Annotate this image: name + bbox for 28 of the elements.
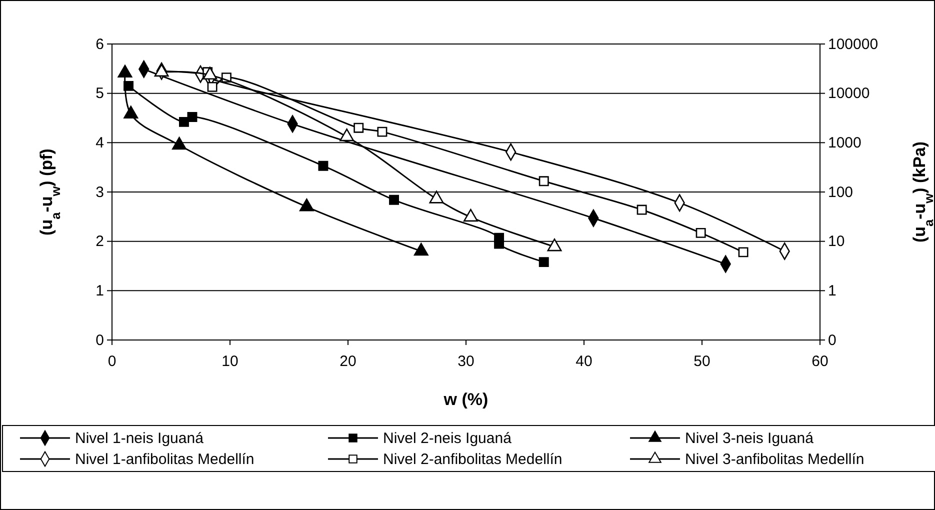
y-tick-label: 1 [96, 282, 104, 300]
y-tick-label: 2 [96, 233, 104, 250]
y2-tick-label: 1 [828, 282, 836, 300]
y2-tick-label: 100 [828, 184, 854, 201]
legend-label: Nivel 1-neis Iguaná [75, 430, 204, 447]
y2-tick-label: 0 [828, 332, 836, 349]
x-tick-label: 10 [222, 353, 238, 370]
x-tick-label: 40 [576, 353, 592, 370]
x-tick-label: 20 [340, 353, 356, 370]
x-tick-label: 50 [694, 353, 710, 370]
y2-tick-label: 100000 [828, 36, 878, 53]
x-axis-title: w (%) [442, 390, 488, 409]
y2-tick-label: 1000 [828, 134, 862, 152]
y-tick-label: 4 [96, 134, 104, 152]
y2-tick-label: 10 [828, 233, 845, 250]
x-tick-label: 60 [812, 353, 828, 370]
y-tick-label: 5 [96, 85, 104, 102]
y-tick-label: 6 [96, 36, 104, 53]
x-tick-label: 30 [458, 353, 474, 370]
legend-label: Nivel 1-anfibolitas Medellín [75, 451, 254, 468]
y-tick-label: 3 [96, 184, 104, 201]
legend-label: Nivel 3-anfibolitas Medellín [685, 451, 864, 468]
x-tick-label: 0 [108, 353, 116, 370]
y-tick-label: 0 [96, 332, 104, 349]
legend-label: Nivel 2-neis Iguaná [383, 430, 512, 447]
legend-label: Nivel 2-anfibolitas Medellín [383, 451, 562, 468]
legend-label: Nivel 3-neis Iguaná [685, 430, 814, 447]
y2-tick-label: 10000 [828, 85, 870, 102]
